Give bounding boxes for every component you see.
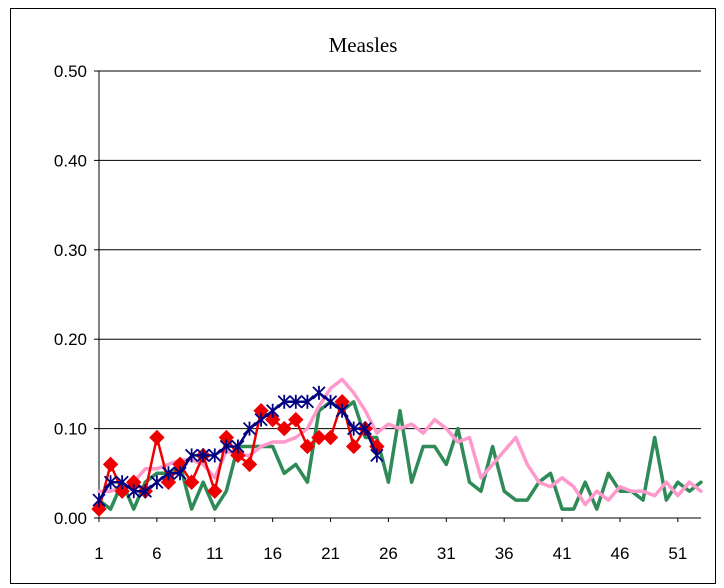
- series-4-point-1: [92, 493, 106, 508]
- series-4-point-5: [138, 484, 152, 499]
- y-tick-label-3: 0.30: [54, 241, 87, 260]
- measles-chart: Measles 0.000.100.200.300.400.50 1 6 11 16 2…: [54, 33, 703, 563]
- series-4-point-9: [184, 448, 199, 463]
- series-3-point-23: [345, 438, 362, 455]
- series-3-point-18: [288, 411, 304, 428]
- series-4-point-21: [323, 394, 338, 409]
- series-3-point-17: [276, 420, 292, 437]
- y-tick-label-2: 0.20: [54, 330, 87, 349]
- series-4-point-2: [103, 475, 118, 490]
- series-4: [92, 385, 384, 508]
- series-4-point-23: [347, 421, 361, 436]
- series-3-point-20: [311, 429, 327, 446]
- x-tick-label-8: 41: [553, 544, 572, 563]
- series-4-point-18: [289, 394, 303, 409]
- series-3-point-19: [299, 438, 316, 455]
- y-tick-label-1: 0.10: [54, 420, 87, 439]
- series-4-point-22: [335, 403, 349, 418]
- series-4-point-8: [173, 466, 187, 481]
- series-4-point-12: [219, 439, 233, 454]
- x-tick-label-3: 16: [263, 544, 282, 563]
- series-3-point-11: [207, 483, 223, 499]
- series-4-point-3: [115, 475, 129, 490]
- series-3-point-1: [91, 501, 107, 517]
- x-tick-label-2: 11: [206, 544, 224, 563]
- y-tick-label-4: 0.40: [54, 151, 87, 170]
- y-tick-label-0: 0.00: [54, 509, 87, 528]
- series-1: [97, 400, 703, 511]
- series-4-point-20: [312, 385, 326, 400]
- series-4-point-16: [266, 403, 280, 418]
- series-4-point-7: [161, 466, 176, 481]
- series-3-point-16: [264, 411, 281, 428]
- x-tick-label-9: 46: [611, 544, 630, 563]
- series-3-point-3: [114, 483, 130, 499]
- gridlines: [99, 70, 701, 430]
- x-tick-label-4: 21: [321, 544, 340, 563]
- series-4-point-15: [254, 412, 268, 427]
- series-4-point-6: [150, 475, 164, 490]
- axes: [94, 70, 701, 522]
- series-1-line: [97, 400, 703, 511]
- series-3-point-21: [322, 429, 339, 446]
- series-3-point-6: [149, 429, 165, 446]
- x-tick-label-1: 6: [152, 544, 161, 563]
- series-3-point-2: [102, 456, 119, 473]
- chart-title: Measles: [329, 33, 398, 57]
- series-4-point-10: [196, 448, 210, 463]
- y-tick-labels: 0.00 0.10 0.20 0.30 0.40 0.50: [54, 62, 87, 528]
- series-4-point-4: [127, 484, 141, 499]
- series-4-point-17: [277, 394, 291, 409]
- series: [91, 377, 703, 517]
- series-3-point-7: [160, 474, 177, 490]
- x-tick-labels: 1 6 11 16 21 26 31 36 41 46 51: [94, 544, 687, 563]
- chart-frame: Measles 0.00 0.10 0.20 0.30 0.40 0.50 1 6 11 16 2…: [10, 8, 716, 584]
- series-4-point-14: [242, 421, 257, 436]
- x-tick-label-10: 51: [668, 544, 687, 563]
- series-3-point-9: [183, 474, 200, 490]
- x-tick-label-5: 26: [379, 544, 398, 563]
- series-3-point-14: [241, 456, 258, 473]
- series-4-point-25: [370, 448, 384, 463]
- series-4-point-11: [208, 448, 222, 463]
- series-4-point-13: [231, 439, 245, 454]
- x-tick-label-7: 36: [495, 544, 514, 563]
- x-tick-label-6: 31: [437, 544, 456, 563]
- x-tick-label-0: 1: [94, 544, 103, 563]
- series-4-point-24: [358, 421, 372, 436]
- y-tick-label-5: 0.50: [54, 62, 87, 81]
- series-3-point-13: [230, 447, 246, 464]
- series-4-point-19: [300, 394, 315, 409]
